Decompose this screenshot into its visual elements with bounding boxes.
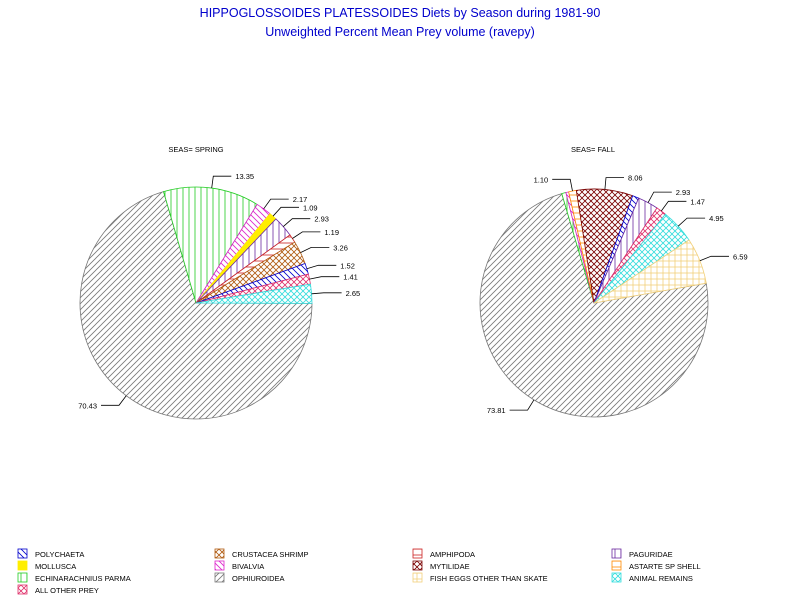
pie-leader-line bbox=[306, 264, 337, 270]
pie-slice-value-label: 6.59 bbox=[733, 252, 748, 261]
legend-swatch-echinarachnius-parma bbox=[17, 572, 28, 583]
pie-slice-value-label: 2.17 bbox=[293, 195, 308, 204]
legend-swatch-mytilidae bbox=[412, 560, 423, 571]
pie-leader-line bbox=[283, 218, 311, 227]
legend-swatch-ophiuroidea bbox=[214, 572, 225, 583]
legend-label: ALL OTHER PREY bbox=[35, 586, 99, 595]
pie-slice-fish-eggs-other-than-skate bbox=[593, 239, 707, 304]
legend-swatch-all-other-prey bbox=[17, 584, 28, 595]
pie-slice-value-label: 1.47 bbox=[690, 197, 705, 206]
legend-label: AMPHIPODA bbox=[430, 550, 475, 559]
pie-slice-value-label: 1.41 bbox=[343, 273, 358, 282]
legend-label: MYTILIDAE bbox=[430, 562, 470, 571]
pie-slice-value-label: 1.09 bbox=[303, 203, 318, 212]
legend-label: BIVALVIA bbox=[232, 562, 264, 571]
pie-leader-line bbox=[677, 217, 706, 227]
pie-slice-value-label: 8.06 bbox=[628, 174, 643, 183]
legend-swatch-mollusca bbox=[17, 560, 28, 571]
legend-label: ASTARTE SP SHELL bbox=[629, 562, 701, 571]
pie-leader-line bbox=[552, 178, 573, 192]
legend-label: PAGURIDAE bbox=[629, 550, 673, 559]
legend-swatch-astarte-sp-shell bbox=[611, 560, 622, 571]
pie-leader-line bbox=[101, 395, 127, 406]
pie-slice-value-label: 1.19 bbox=[324, 228, 339, 237]
pie-slice-echinarachnius-parma bbox=[163, 186, 258, 304]
pie-slice-value-label: 3.26 bbox=[333, 243, 348, 252]
chart-title: HIPPOGLOSSOIDES PLATESSOIDES Diets by Se… bbox=[200, 6, 601, 20]
legend-label: MOLLUSCA bbox=[35, 562, 76, 571]
legend-swatch-animal-remains bbox=[611, 572, 622, 583]
pie-leader-line bbox=[263, 198, 289, 210]
pie-leader-line bbox=[647, 191, 672, 203]
legend-label: OPHIUROIDEA bbox=[232, 574, 285, 583]
pie-leader-line bbox=[660, 200, 687, 212]
pie-leader-line bbox=[604, 177, 624, 190]
legend-label: FISH EGGS OTHER THAN SKATE bbox=[430, 574, 548, 583]
pie-leader-line bbox=[292, 231, 321, 239]
legend-label: CRUSTACEA SHRIMP bbox=[232, 550, 309, 559]
pie-leader-line bbox=[509, 399, 535, 411]
legend-swatch-polychaeta bbox=[17, 548, 28, 559]
pie-slice-value-label: 13.35 bbox=[235, 172, 254, 181]
pie-fall: SEAS= FALL 73.81 1.10 8.06 2.931.47 4.95 6.59 bbox=[479, 145, 748, 418]
pie-leader-line bbox=[211, 175, 232, 189]
pie-slice-value-label: 2.93 bbox=[314, 215, 329, 224]
pie-slice-ophiuroidea bbox=[79, 191, 313, 420]
pie-spring-title: SEAS= SPRING bbox=[168, 145, 223, 154]
chart-subtitle: Unweighted Percent Mean Prey volume (rav… bbox=[265, 25, 535, 39]
pie-slice-value-label: 1.10 bbox=[534, 175, 549, 184]
pie-slice-value-label: 1.52 bbox=[340, 261, 355, 270]
pie-leader-line bbox=[272, 206, 299, 217]
pie-leader-line bbox=[300, 246, 330, 253]
pie-slice-ophiuroidea bbox=[479, 193, 709, 418]
pie-leader-line bbox=[309, 276, 340, 280]
pie-leader-line bbox=[311, 292, 342, 295]
pie-slice-value-label: 2.93 bbox=[676, 188, 691, 197]
pie-spring: SEAS= SPRING 70.43 13.35 2.171.09 2.93 1.19 3… bbox=[78, 145, 361, 420]
legend-swatch-fish-eggs-other-than-skate bbox=[412, 572, 423, 583]
pie-leader-line bbox=[699, 255, 729, 262]
legend-label: POLYCHAETA bbox=[35, 550, 84, 559]
legend-swatch-amphipoda bbox=[412, 548, 423, 559]
legend-swatch-crustacea-shrimp bbox=[214, 548, 225, 559]
legend-swatch-bivalvia bbox=[214, 560, 225, 571]
legend-label: ECHINARACHNIUS PARMA bbox=[35, 574, 131, 583]
pie-slice-value-label: 2.65 bbox=[346, 289, 361, 298]
legend-label: ANIMAL REMAINS bbox=[629, 574, 693, 583]
legend: POLYCHAETA CRUSTACEA SHRIMP AMPHIPODA PAGUR… bbox=[17, 548, 701, 595]
legend-swatch-paguridae bbox=[611, 548, 622, 559]
pie-slice-value-label: 73.81 bbox=[487, 406, 506, 415]
pie-slice-value-label: 70.43 bbox=[78, 401, 97, 410]
pie-slice-value-label: 4.95 bbox=[709, 214, 724, 223]
pie-fall-title: SEAS= FALL bbox=[571, 145, 615, 154]
